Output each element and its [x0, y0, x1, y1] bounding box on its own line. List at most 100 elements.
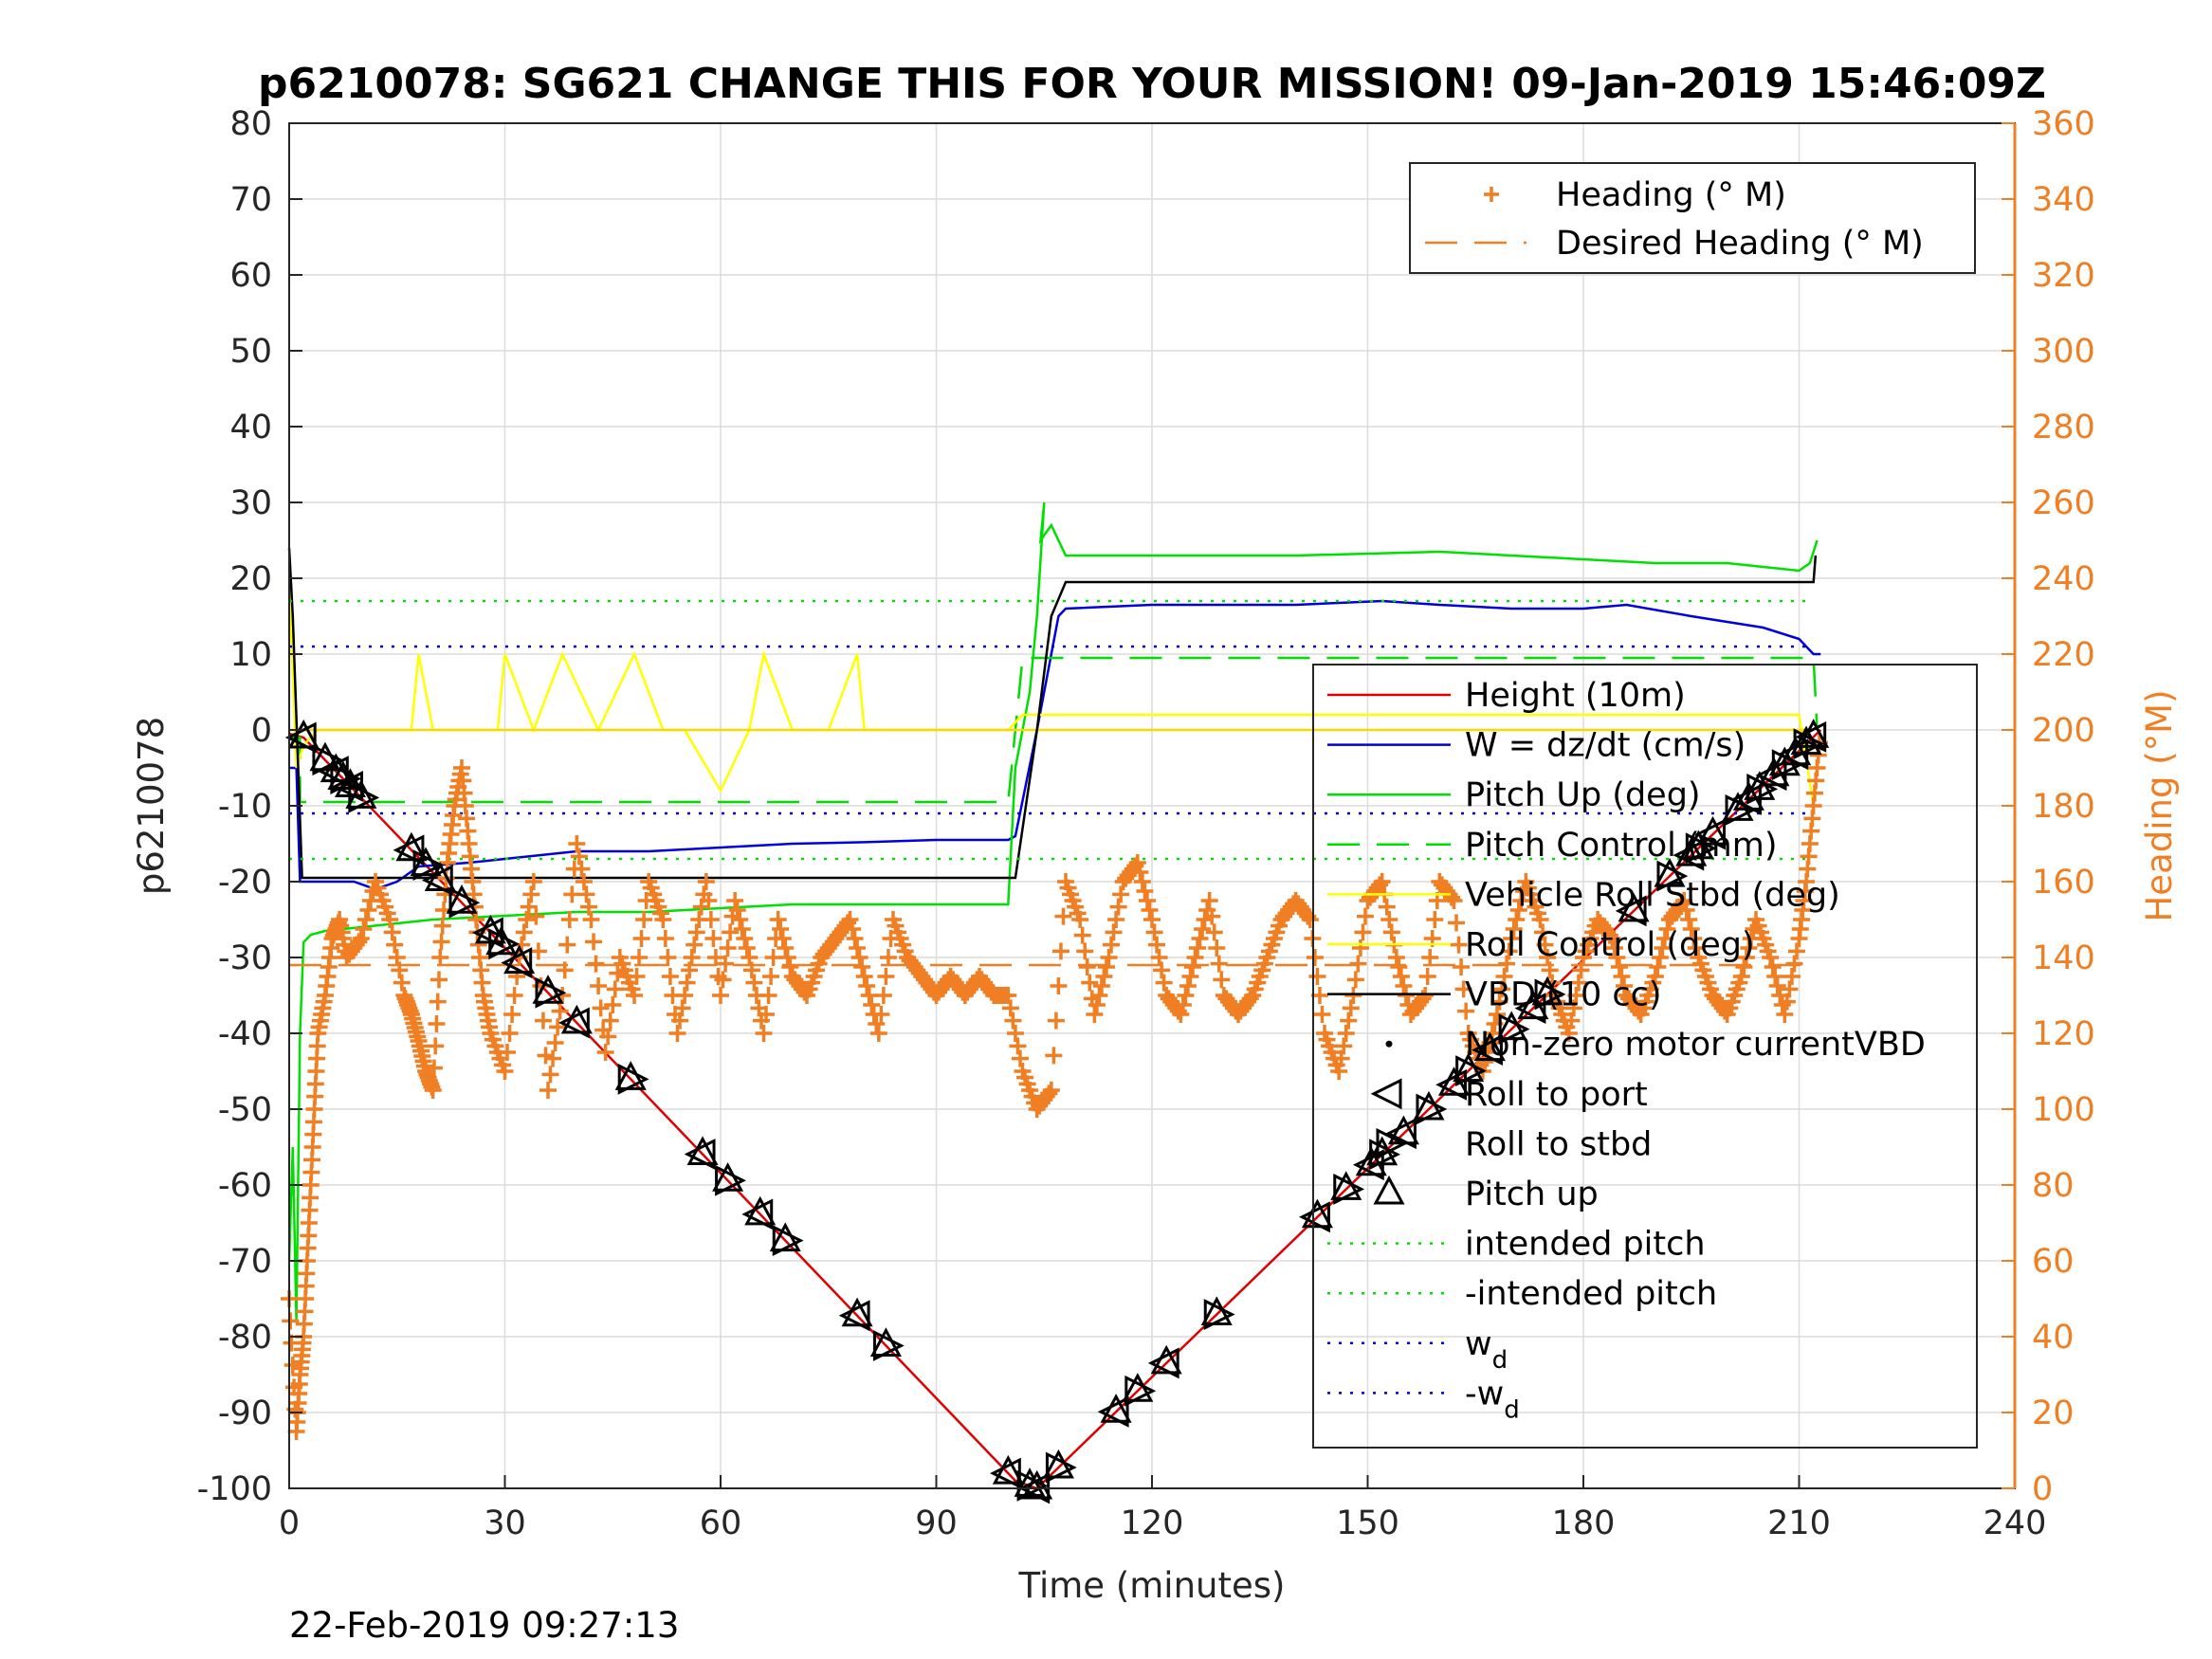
x-tick-label: 210	[1767, 1504, 1831, 1542]
roll-to-port-marker	[838, 1300, 870, 1332]
roll-to-stbd-marker	[1534, 978, 1566, 1011]
heading-point	[429, 993, 447, 1011]
heading-point	[1489, 1006, 1506, 1023]
series-pitch-up-deg	[287, 501, 1819, 1322]
heading-point	[1453, 958, 1471, 975]
heading-point	[860, 987, 878, 1004]
heading-point	[1600, 926, 1618, 944]
heading-point	[1172, 1006, 1190, 1023]
pitch-up-marker	[1780, 736, 1812, 766]
x-tick-label: 180	[1552, 1504, 1616, 1542]
heading-point	[999, 987, 1017, 1004]
heading-point	[1141, 902, 1159, 919]
roll-to-port-marker	[1299, 1201, 1330, 1233]
heading-point	[1732, 968, 1750, 985]
pitch-up-marker	[1696, 815, 1729, 846]
heading-point	[1651, 949, 1669, 966]
pitch-up-marker	[560, 1004, 593, 1034]
y-right-tick-label: 0	[2032, 1470, 2053, 1508]
x-tick-label: 150	[1336, 1504, 1399, 1542]
roll-to-stbd-marker	[617, 1063, 649, 1095]
heading-point	[350, 933, 368, 951]
heading-point	[1308, 968, 1326, 985]
pitch-up-marker	[1682, 830, 1714, 860]
heading-point	[1208, 939, 1226, 957]
heading-point	[673, 999, 691, 1017]
heading-point	[736, 930, 754, 947]
heading-point	[1076, 942, 1094, 960]
heading-point	[570, 848, 588, 866]
legend-main-label: -wd	[1465, 1375, 1520, 1424]
heading-point	[759, 987, 777, 1004]
roll-to-stbd-marker	[1333, 1173, 1365, 1205]
y-right-tick-label: 240	[2032, 560, 2095, 598]
heading-point	[1766, 968, 1784, 985]
heading-point	[849, 939, 867, 957]
roll-to-stbd-marker	[535, 976, 567, 1009]
plot-series	[281, 501, 1828, 1490]
y-tick-label: -100	[197, 1470, 272, 1508]
heading-point	[427, 1037, 445, 1055]
y-right-tick-label: 320	[2032, 257, 2095, 295]
heading-point	[1349, 955, 1367, 973]
roll-to-stbd-marker	[1656, 860, 1689, 892]
heading-point	[1174, 996, 1192, 1013]
legend-main-label-subscript: d	[1492, 1346, 1508, 1375]
heading-point	[1356, 907, 1374, 925]
heading-point	[1610, 958, 1628, 975]
legend-main-label-text: VBD (10 cc)	[1465, 976, 1662, 1014]
heading-point	[676, 987, 694, 1004]
heading-point	[425, 1059, 443, 1077]
heading-point	[869, 1025, 887, 1042]
heading-point	[781, 958, 799, 975]
heading-point	[717, 955, 735, 973]
pitch-up-marker	[1014, 1468, 1046, 1497]
roll-to-stbd-marker	[1793, 728, 1825, 760]
heading-point	[1505, 921, 1523, 938]
y-tick-label: 50	[229, 333, 272, 371]
heading-point	[1373, 873, 1391, 890]
roll-to-stbd-marker	[772, 1225, 804, 1257]
heading-point	[1344, 987, 1362, 1004]
pitch-up-marker	[1437, 1066, 1471, 1096]
y-tick-label: -30	[218, 939, 272, 977]
heading-point	[1073, 926, 1091, 944]
heading-point	[432, 933, 450, 951]
legend-main-label: Roll to stbd	[1465, 1125, 1652, 1163]
heading-point	[1181, 968, 1199, 985]
heading-point	[1509, 902, 1527, 919]
y-axis-label: p6210078	[131, 717, 172, 895]
legend-heading: Heading (° M) Desired Heading (° M)	[1409, 162, 1976, 274]
heading-point	[1608, 949, 1626, 966]
heading-point	[1040, 1085, 1058, 1103]
roll-to-port-marker	[1795, 720, 1827, 753]
pitch-up-marker	[869, 1327, 902, 1357]
heading-point	[740, 949, 759, 966]
pitch-up-marker	[1042, 1449, 1074, 1479]
heading-point	[1241, 990, 1259, 1008]
heading-point	[1457, 1002, 1475, 1020]
heading-point	[1442, 888, 1460, 906]
heading-point	[1330, 1063, 1348, 1080]
series-pitch-control-mm	[289, 656, 1819, 804]
legend-heading-swatch	[1484, 187, 1499, 202]
heading-point	[700, 892, 718, 909]
heading-point	[1539, 949, 1557, 966]
heading-point	[1371, 876, 1389, 894]
heading-point	[1426, 911, 1444, 928]
y-right-tick-label: 280	[2032, 409, 2095, 447]
heading-point	[529, 942, 547, 960]
heading-point	[1131, 864, 1149, 881]
heading-point	[631, 949, 649, 966]
heading-point	[1737, 949, 1755, 966]
heading-point	[1414, 990, 1432, 1008]
pitch-up-marker	[744, 1195, 777, 1226]
heading-point	[855, 968, 873, 985]
heading-point	[1143, 911, 1161, 928]
heading-point	[1764, 958, 1782, 975]
heading-point	[1450, 936, 1468, 954]
heading-point	[1340, 1012, 1358, 1030]
heading-point	[541, 1066, 559, 1084]
heading-point	[503, 1006, 521, 1023]
heading-point	[1191, 930, 1209, 947]
